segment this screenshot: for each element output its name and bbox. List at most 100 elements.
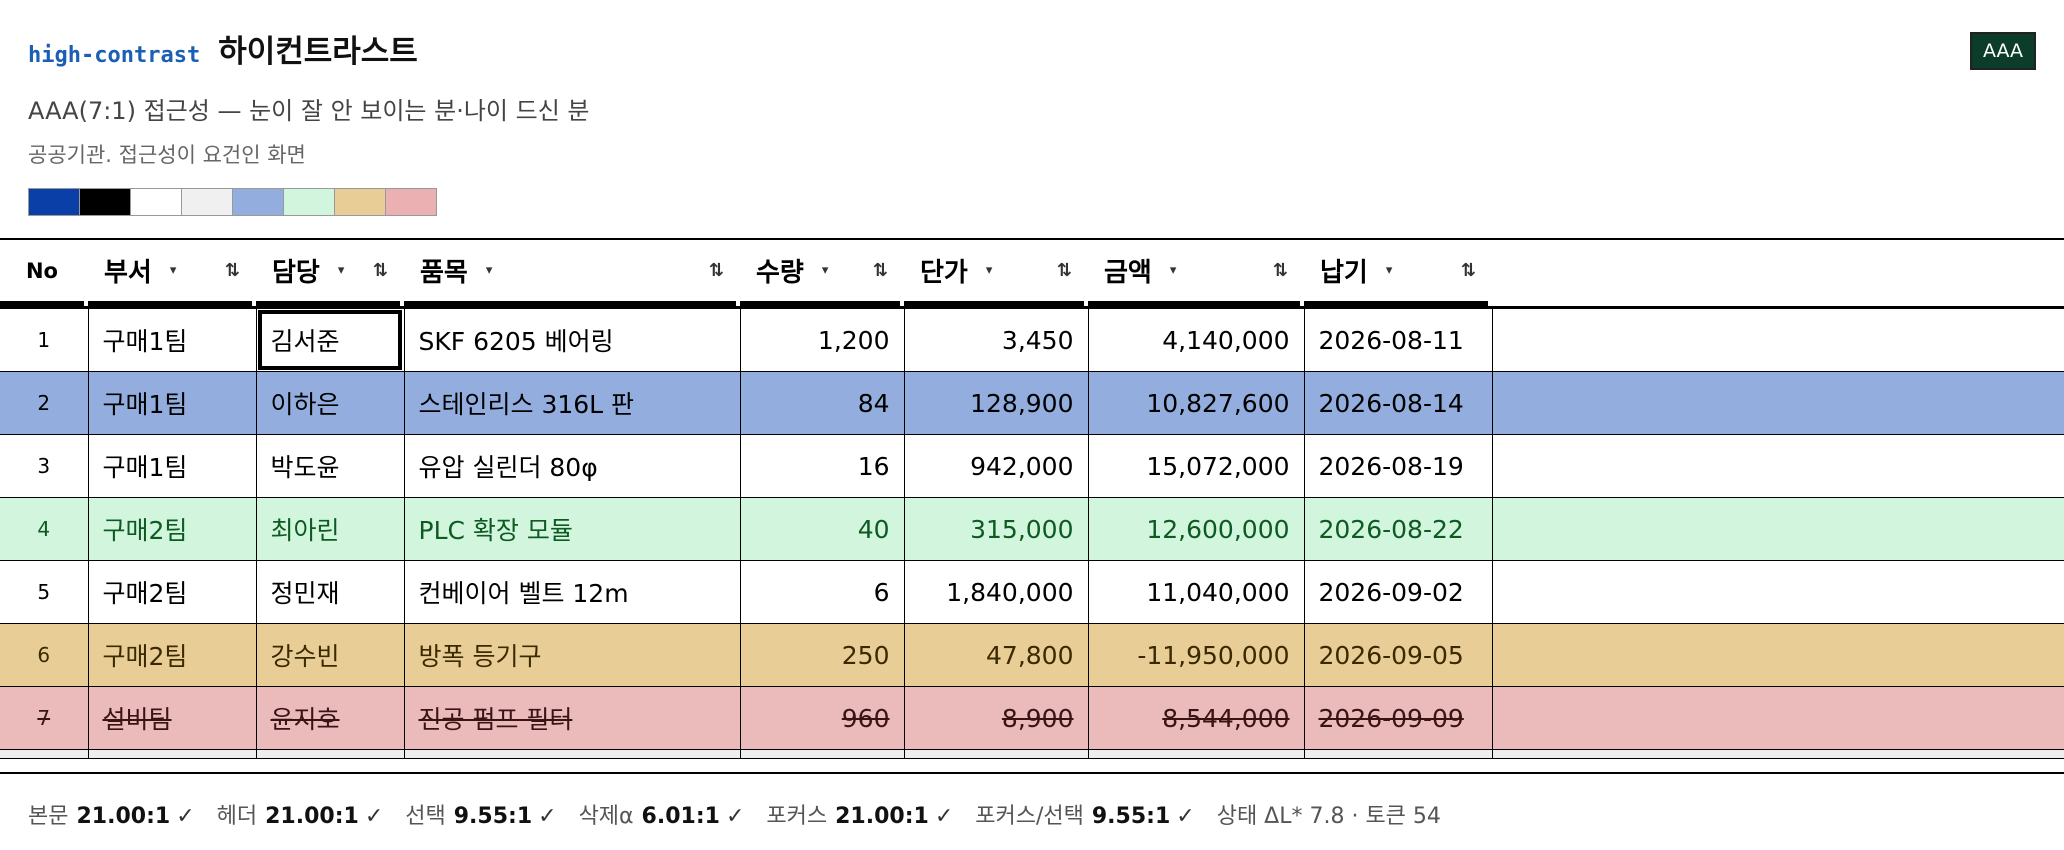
filter-dropdown-icon[interactable]: ▾	[169, 263, 177, 278]
cell-quantity[interactable]: 40	[739, 497, 905, 561]
cell-dept[interactable]: 구매2팀	[87, 497, 257, 561]
cell-unit-price[interactable]: 128,900	[903, 371, 1089, 435]
filter-dropdown-icon[interactable]: ▾	[337, 263, 345, 278]
cell-manager[interactable]: 윤지호	[255, 686, 405, 750]
sort-toggle-icon[interactable]: ⇅	[1272, 260, 1288, 281]
cell-quantity[interactable]: 1,200	[739, 307, 905, 372]
cell-amount[interactable]: 4,140,000	[1087, 307, 1305, 372]
row-filler	[1491, 371, 2064, 435]
filter-dropdown-icon[interactable]: ▾	[985, 263, 993, 278]
cell-no[interactable]: 4	[0, 497, 89, 561]
cell-amount[interactable]: 10,827,600	[1087, 371, 1305, 435]
cell-item[interactable]: 진공 펌프 필터	[403, 686, 741, 750]
sort-toggle-icon[interactable]: ⇅	[372, 260, 388, 281]
column-header-dept[interactable]: 부서 ▾ ⇅	[88, 240, 256, 309]
filter-dropdown-icon[interactable]: ▾	[821, 263, 829, 278]
cell-manager[interactable]: 정민재	[255, 560, 405, 624]
cell-item[interactable]: 유압 실린더 80φ	[403, 434, 741, 498]
cell-dept[interactable]: 구매1팀	[87, 307, 257, 372]
cell-unit-price[interactable]: 8,900	[903, 686, 1089, 750]
cell-item[interactable]: PLC 확장 모듈	[403, 497, 741, 561]
sort-toggle-icon[interactable]: ⇅	[1056, 260, 1072, 281]
cell-amount[interactable]: 15,072,000	[1087, 434, 1305, 498]
cell-quantity[interactable]: 84	[739, 371, 905, 435]
metric-label: 헤더	[216, 804, 258, 829]
cell-no[interactable]: 1	[0, 307, 89, 372]
cell-quantity[interactable]: 16	[739, 434, 905, 498]
partial-cell	[1087, 749, 1305, 759]
cell-due-date[interactable]: 2026-09-09	[1303, 686, 1493, 750]
cell-due-date[interactable]: 2026-08-11	[1303, 307, 1493, 372]
table-row[interactable]: 4 구매2팀 최아린 PLC 확장 모듈 40 315,000 12,600,000 2026…	[0, 497, 2064, 561]
cell-due-date[interactable]: 2026-09-02	[1303, 560, 1493, 624]
cell-amount[interactable]: 8,544,000	[1087, 686, 1305, 750]
metric-label: 포커스/선택	[975, 804, 1084, 829]
column-header-quantity[interactable]: 수량 ▾ ⇅	[740, 240, 904, 309]
cell-item[interactable]: 컨베이어 벨트 12m	[403, 560, 741, 624]
cell-due-date[interactable]: 2026-08-22	[1303, 497, 1493, 561]
sort-toggle-icon[interactable]: ⇅	[1460, 260, 1476, 281]
column-header-label: 수량	[756, 258, 804, 288]
cell-unit-price[interactable]: 315,000	[903, 497, 1089, 561]
metric-label: 포커스	[766, 804, 828, 829]
column-header-due-date[interactable]: 납기 ▾ ⇅	[1304, 240, 1492, 309]
filter-dropdown-icon[interactable]: ▾	[485, 263, 493, 278]
cell-quantity[interactable]: 6	[739, 560, 905, 624]
table-row[interactable]: 3 구매1팀 박도윤 유압 실린더 80φ 16 942,000 15,072,000 202…	[0, 434, 2064, 498]
cell-no[interactable]: 5	[0, 560, 89, 624]
column-header-unit-price[interactable]: 단가 ▾ ⇅	[904, 240, 1088, 309]
cell-manager[interactable]: 최아린	[255, 497, 405, 561]
cell-unit-price[interactable]: 47,800	[903, 623, 1089, 687]
cell-due-date[interactable]: 2026-09-05	[1303, 623, 1493, 687]
check-icon: ✓	[176, 804, 195, 829]
cell-unit-price[interactable]: 942,000	[903, 434, 1089, 498]
filter-dropdown-icon[interactable]: ▾	[1169, 263, 1177, 278]
cell-due-date[interactable]: 2026-08-14	[1303, 371, 1493, 435]
cell-dept[interactable]: 구매2팀	[87, 623, 257, 687]
cell-dept[interactable]: 구매1팀	[87, 371, 257, 435]
cell-manager[interactable]: 박도윤	[255, 434, 405, 498]
data-grid: No 부서 ▾ ⇅ 담당 ▾ ⇅ 품목 ▾ ⇅ 수량 ▾ ⇅ 단가 ▾ ⇅ 금액 ▾ ⇅ 납기 ▾ ⇅ 1 구매1팀 김서준 S…	[0, 238, 2064, 774]
table-row[interactable]: 7 설비팀 윤지호 진공 펌프 필터 960 8,900 8,544,000 2026-09-…	[0, 686, 2064, 750]
cell-no[interactable]: 7	[0, 686, 89, 750]
sort-toggle-icon[interactable]: ⇅	[708, 260, 724, 281]
column-header-item[interactable]: 품목 ▾ ⇅	[404, 240, 740, 309]
cell-manager[interactable]: 강수빈	[255, 623, 405, 687]
filter-dropdown-icon[interactable]: ▾	[1385, 263, 1393, 278]
table-row[interactable]: 6 구매2팀 강수빈 방폭 등기구 250 47,800 -11,950,000 2026-0…	[0, 623, 2064, 687]
cell-quantity[interactable]: 250	[739, 623, 905, 687]
column-header-amount[interactable]: 금액 ▾ ⇅	[1088, 240, 1304, 309]
contrast-metric: 삭제α 6.01:1 ✓	[579, 798, 745, 830]
partial-cell	[403, 749, 741, 759]
cell-amount[interactable]: 12,600,000	[1087, 497, 1305, 561]
cell-amount[interactable]: 11,040,000	[1087, 560, 1305, 624]
cell-dept[interactable]: 구매1팀	[87, 434, 257, 498]
sort-toggle-icon[interactable]: ⇅	[872, 260, 888, 281]
contrast-metric: 포커스 21.00:1 ✓	[766, 798, 953, 830]
cell-dept[interactable]: 구매2팀	[87, 560, 257, 624]
cell-unit-price[interactable]: 3,450	[903, 307, 1089, 372]
cell-no[interactable]: 2	[0, 371, 89, 435]
cell-dept[interactable]: 설비팀	[87, 686, 257, 750]
table-row[interactable]: 5 구매2팀 정민재 컨베이어 벨트 12m 6 1,840,000 11,040,000 2…	[0, 560, 2064, 624]
cell-no[interactable]: 3	[0, 434, 89, 498]
cell-item[interactable]: SKF 6205 베어링	[403, 307, 741, 372]
cell-amount[interactable]: -11,950,000	[1087, 623, 1305, 687]
column-header-manager[interactable]: 담당 ▾ ⇅	[256, 240, 404, 309]
cell-manager[interactable]: 이하은	[255, 371, 405, 435]
cell-no[interactable]: 6	[0, 623, 89, 687]
cell-quantity[interactable]: 960	[739, 686, 905, 750]
contrast-metric: 포커스/선택 9.55:1 ✓	[975, 798, 1194, 830]
sort-toggle-icon[interactable]: ⇅	[224, 260, 240, 281]
cell-item[interactable]: 스테인리스 316L 판	[403, 371, 741, 435]
cell-due-date[interactable]: 2026-08-19	[1303, 434, 1493, 498]
table-row[interactable]: 2 구매1팀 이하은 스테인리스 316L 판 84 128,900 10,827,600 2…	[0, 371, 2064, 435]
header-filler	[1492, 240, 2064, 309]
table-row[interactable]: 1 구매1팀 김서준 SKF 6205 베어링 1,200 3,450 4,140,000 2…	[0, 307, 2064, 372]
metric-label: 선택	[405, 804, 446, 829]
cell-manager[interactable]: 김서준	[255, 307, 405, 372]
cell-item[interactable]: 방폭 등기구	[403, 623, 741, 687]
column-header-no[interactable]: No	[0, 240, 88, 309]
cell-unit-price[interactable]: 1,840,000	[903, 560, 1089, 624]
column-header-label: 부서	[104, 258, 152, 288]
